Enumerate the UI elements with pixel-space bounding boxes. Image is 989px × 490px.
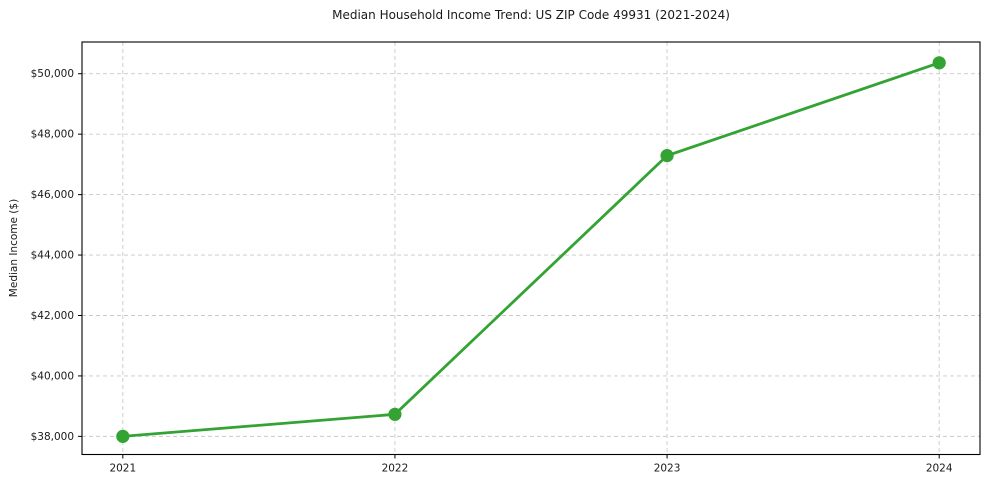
data-point-2024 (932, 56, 946, 70)
y-tick-label: $42,000 (31, 310, 74, 322)
x-tick-label: 2023 (654, 463, 681, 475)
axes-frame (81, 41, 981, 456)
y-tick-label: $40,000 (31, 370, 74, 382)
data-point-2021 (116, 429, 130, 443)
y-tick-label: $44,000 (31, 250, 74, 262)
y-tick-label: $38,000 (31, 431, 74, 443)
data-point-2022 (388, 407, 402, 421)
trend-line (121, 61, 941, 438)
data-point-2023 (660, 149, 674, 163)
y-tick-label: $46,000 (31, 189, 74, 201)
chart-title: Median Household Income Trend: US ZIP Co… (332, 8, 730, 22)
y-tick-label: $50,000 (31, 68, 74, 80)
y-tick-label: $48,000 (31, 129, 74, 141)
y-axis-label: Median Income ($) (8, 198, 20, 298)
x-tick-label: 2022 (382, 463, 409, 475)
x-tick-label: 2024 (926, 463, 953, 475)
x-tick-label: 2021 (109, 463, 136, 475)
